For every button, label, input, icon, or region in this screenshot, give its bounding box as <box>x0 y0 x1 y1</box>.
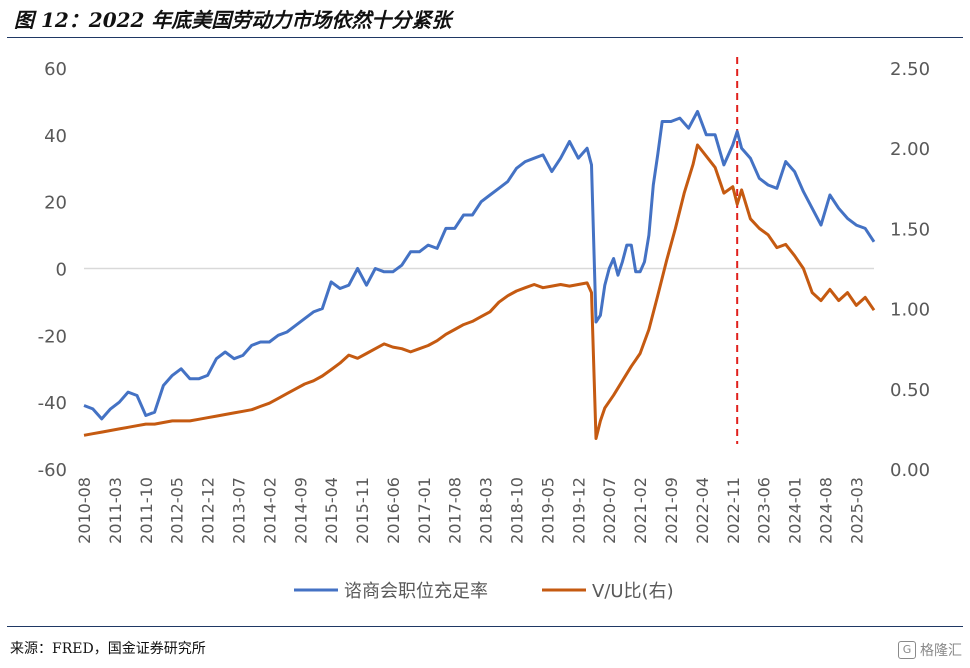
figure-title: 图 12：2022 年底美国劳动力市场依然十分紧张 <box>14 8 452 32</box>
legend-label-1: 谘商会职位充足率 <box>344 581 488 602</box>
y-left-tick-label: 0 <box>56 260 67 281</box>
legend: 谘商会职位充足率 V/U比(右) <box>294 581 674 602</box>
x-tick-label: 2010-08 <box>75 477 94 544</box>
y-right-tick-label: 0.50 <box>890 380 930 401</box>
y-left-tick-label: -60 <box>38 460 67 481</box>
series-layer <box>83 57 876 444</box>
y-left-tick-label: 40 <box>44 126 67 147</box>
x-tick-label: 2017-08 <box>446 477 465 544</box>
x-tick-label: 2015-11 <box>353 477 372 544</box>
watermark: G 格隆汇 <box>898 640 962 660</box>
x-tick-label: 2015-04 <box>322 477 341 544</box>
x-tick-label: 2019-05 <box>538 477 557 544</box>
y-left-tick-label: 20 <box>44 193 67 214</box>
y-left-tick-label: -20 <box>38 326 67 347</box>
x-tick-label: 2018-03 <box>477 477 496 544</box>
x-tick-label: 2011-10 <box>137 477 156 544</box>
x-tick-label: 2023-06 <box>755 477 774 544</box>
x-tick-label: 2024-08 <box>816 477 835 544</box>
y-right-tick-label: 1.00 <box>890 300 930 321</box>
x-tick-label: 2014-09 <box>291 477 310 544</box>
y-left-tick-label: 60 <box>44 59 67 80</box>
y-right-tick-label: 2.50 <box>890 59 930 80</box>
x-tick-label: 2022-11 <box>724 477 743 544</box>
x-tick-label: 2021-09 <box>662 477 681 544</box>
legend-label-2: V/U比(右) <box>592 581 674 602</box>
footer-divider <box>7 626 963 627</box>
y-left-tick-label: -40 <box>38 393 67 414</box>
y-right-tick-label: 1.50 <box>890 219 930 240</box>
watermark-text: 格隆汇 <box>920 643 962 659</box>
series-line-1 <box>83 109 876 421</box>
series-line-2 <box>83 143 876 440</box>
line-chart: -60 -40 -20 0 20 40 60 0.00 0.50 1.00 1.50 2.00 2.50… <box>38 57 930 602</box>
x-tick-label: 2016-06 <box>384 477 403 544</box>
x-tick-label: 2024-01 <box>786 477 805 544</box>
y-right-tick-label: 0.00 <box>890 460 930 481</box>
x-tick-label: 2011-03 <box>106 477 125 544</box>
title-divider <box>7 37 963 38</box>
x-tick-label: 2014-02 <box>260 477 279 544</box>
x-tick-label: 2017-01 <box>415 477 434 544</box>
x-tick-label: 2019-12 <box>569 477 588 544</box>
source-note: 来源：FRED，国金证券研究所 <box>10 641 206 657</box>
x-tick-label: 2012-05 <box>168 477 187 544</box>
x-tick-label: 2020-07 <box>600 477 619 544</box>
x-tick-label: 2013-07 <box>229 477 248 544</box>
y-right-tick-label: 2.00 <box>890 139 930 160</box>
watermark-logo-icon: G <box>898 641 916 659</box>
x-tick-label: 2012-12 <box>199 477 218 544</box>
x-tick-label: 2022-04 <box>693 477 712 544</box>
x-tick-label: 2018-10 <box>508 477 527 544</box>
x-tick-label: 2025-03 <box>847 477 866 544</box>
axis-layer: -60 -40 -20 0 20 40 60 0.00 0.50 1.00 1.50 2.00 2.50… <box>38 59 930 544</box>
x-tick-label: 2021-02 <box>631 477 650 544</box>
